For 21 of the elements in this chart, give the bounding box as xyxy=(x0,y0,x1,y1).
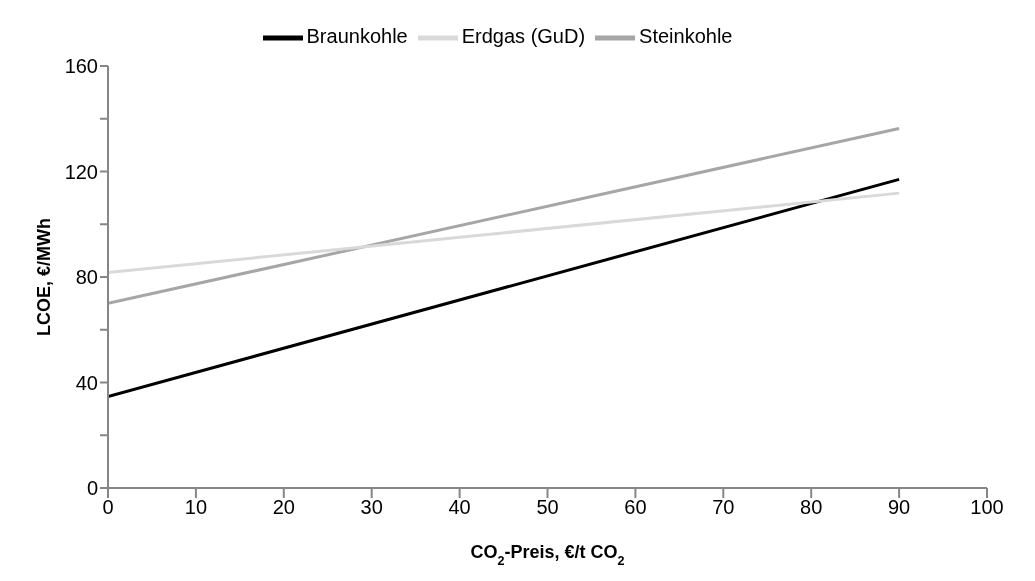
x-tick-label: 10 xyxy=(184,496,208,519)
legend-label: Steinkohle xyxy=(639,25,733,48)
x-tick-label: 50 xyxy=(536,496,559,519)
x-tick-label: 100 xyxy=(970,496,1004,519)
y-tick-label: 0 xyxy=(86,477,98,500)
x-tick-label: 70 xyxy=(712,496,735,519)
x-tick-label: 20 xyxy=(272,496,295,519)
y-tick-label: 160 xyxy=(64,55,98,78)
legend-label: Braunkohle xyxy=(306,25,408,48)
legend-label: Erdgas (GuD) xyxy=(461,25,586,48)
y-axis-title: LCOE, €/MWh xyxy=(34,218,54,336)
y-tick-label: 40 xyxy=(75,371,98,394)
x-tick-label: 90 xyxy=(887,496,911,519)
x-tick-label: 0 xyxy=(102,496,114,519)
x-tick-label: 40 xyxy=(448,496,471,519)
y-tick-label: 80 xyxy=(75,266,98,289)
y-tick-label: 120 xyxy=(64,160,98,183)
x-tick-label: 30 xyxy=(360,496,383,519)
x-axis-title: CO$_{2}$-Preis, €/t CO$_{2}$ xyxy=(470,542,625,568)
x-tick-label: 80 xyxy=(800,496,823,519)
x-tick-label: 60 xyxy=(624,496,647,519)
